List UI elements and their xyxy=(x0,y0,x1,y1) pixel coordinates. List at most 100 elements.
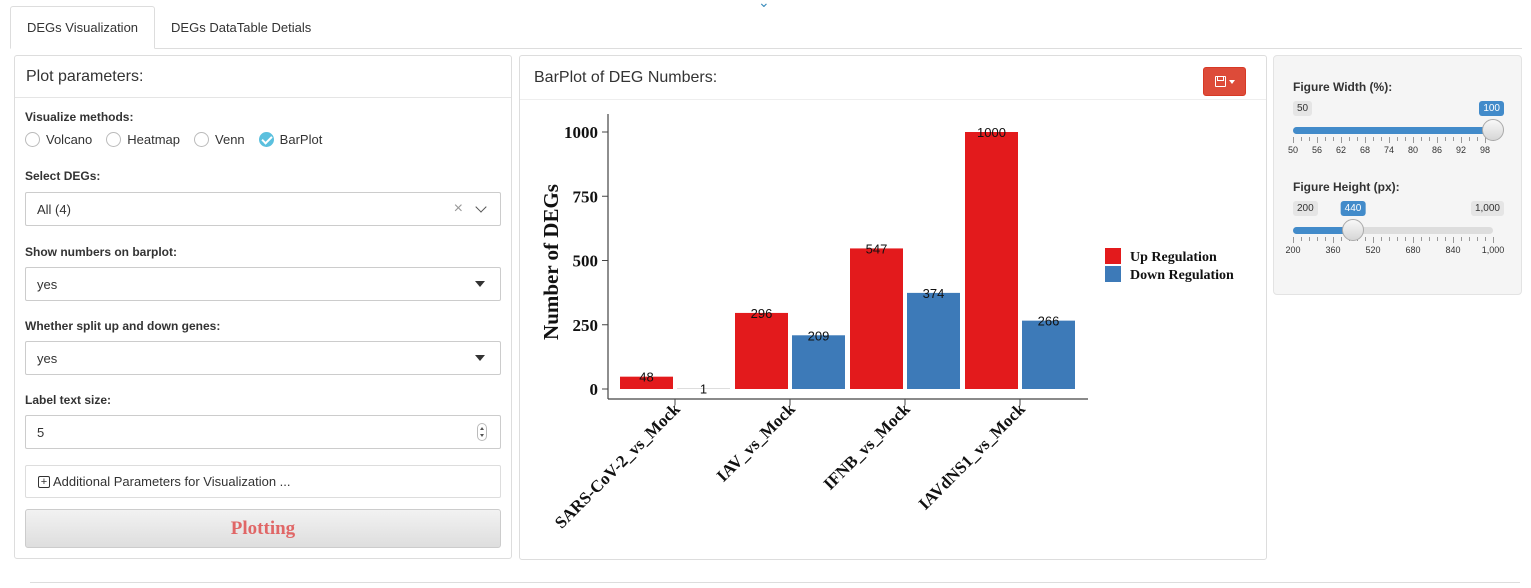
slider-handle[interactable] xyxy=(1482,119,1504,141)
slider-ticks xyxy=(1293,137,1494,143)
slider-tick xyxy=(1445,137,1446,141)
slider-tick xyxy=(1453,137,1454,141)
label-text-size-label: Label text size: xyxy=(25,393,112,407)
x-tick-label: SARS-CoV-2_vs_Mock xyxy=(551,399,684,532)
radio-circle[interactable] xyxy=(194,132,210,147)
slider-tick-label: 50 xyxy=(1287,145,1299,155)
chevron-down-icon[interactable] xyxy=(475,201,487,213)
x-tick-label: IAV_vs_Mock xyxy=(713,399,799,485)
y-axis-label: Number of DEGs xyxy=(539,184,563,340)
caret-down-icon xyxy=(475,281,485,287)
save-plot-button[interactable] xyxy=(1203,67,1246,96)
label-text-size-value: 5 xyxy=(37,424,45,440)
radio-circle[interactable] xyxy=(106,132,122,147)
figure-width-label: Figure Width (%): xyxy=(1293,80,1393,94)
slider-tick-label: 200 xyxy=(1285,245,1301,255)
slider-tick-label: 62 xyxy=(1335,145,1347,155)
figure-height-slider[interactable]: 200 1,000 440 200 360 520 680 840 1,000 xyxy=(1285,201,1504,261)
bar-value-label: 296 xyxy=(751,306,773,321)
slider-tick-label: 74 xyxy=(1383,145,1395,155)
bar-down xyxy=(792,335,845,389)
additional-parameters-label: Additional Parameters for Visualization … xyxy=(53,474,291,489)
bar-value-label: 266 xyxy=(1038,314,1060,329)
slider-handle[interactable] xyxy=(1342,219,1364,241)
slider-tick xyxy=(1309,237,1310,241)
barplot-panel: BarPlot of DEG Numbers: 0 250 500 750 1000 Nu… xyxy=(519,55,1267,560)
slider-tick xyxy=(1365,237,1366,241)
label-text-size-input[interactable]: 5 xyxy=(25,415,501,449)
legend-swatch xyxy=(1105,266,1121,282)
x-tick-label: IAVdNS1_vs_Mock xyxy=(915,399,1029,513)
split-genes-select[interactable]: yes xyxy=(25,341,501,375)
slider-tick xyxy=(1293,137,1294,143)
slider-fill xyxy=(1293,127,1493,134)
slider-tick xyxy=(1477,237,1478,241)
visualize-methods-label: Visualize methods: xyxy=(25,110,134,124)
figure-height-label: Figure Height (px): xyxy=(1293,180,1400,194)
plot-parameters-panel: Plot parameters: Visualize methods: Volc… xyxy=(14,55,512,559)
bar-value-label: 1 xyxy=(700,382,707,397)
caret-down-icon xyxy=(1228,79,1235,84)
radio-label: Volcano xyxy=(46,132,93,147)
slider-tick xyxy=(1309,137,1310,141)
slider-max-label: 1,000 xyxy=(1470,201,1504,216)
radio-venn[interactable]: Venn xyxy=(194,132,245,147)
slider-tick xyxy=(1477,137,1478,141)
slider-tick xyxy=(1437,137,1438,143)
split-genes-value: yes xyxy=(37,350,58,366)
slider-tick xyxy=(1485,137,1486,143)
x-tick-label: IFNB_vs_Mock xyxy=(820,399,915,494)
y-tick-label: 750 xyxy=(573,187,599,206)
figure-size-panel: Figure Width (%): 5010010050566268748086… xyxy=(1273,55,1522,295)
slider-tick-label: 56 xyxy=(1311,145,1323,155)
tab-degs-visualization[interactable]: DEGs Visualization xyxy=(10,6,156,49)
slider-min-label: 50 xyxy=(1293,101,1313,116)
bar-value-label: 547 xyxy=(866,241,888,256)
tab-degs-datatable[interactable]: DEGs DataTable Detials xyxy=(171,20,312,35)
show-numbers-value: yes xyxy=(37,276,58,292)
radio-volcano[interactable]: Volcano xyxy=(25,132,92,147)
slider-tick-label: 360 xyxy=(1325,245,1341,255)
slider-tick-label: 68 xyxy=(1359,145,1371,155)
slider-tick xyxy=(1405,237,1406,241)
slider-tick-label: 680 xyxy=(1405,245,1421,255)
slider-tick-labels: 200 360 520 680 840 1,000 xyxy=(1285,245,1504,257)
select-degs-dropdown[interactable]: All (4) × xyxy=(25,192,501,226)
slider-tick xyxy=(1365,137,1366,143)
slider-value-label: 440 xyxy=(1340,201,1366,216)
slider-tick xyxy=(1453,237,1454,243)
radio-heatmap[interactable]: Heatmap xyxy=(106,132,180,147)
floppy-icon xyxy=(1214,76,1226,87)
slider-value-label: 100 xyxy=(1479,101,1504,116)
show-numbers-select[interactable]: yes xyxy=(25,267,501,301)
slider-tick xyxy=(1381,137,1382,141)
bar-up xyxy=(620,376,673,389)
slider-tick xyxy=(1421,137,1422,141)
radio-label: BarPlot xyxy=(279,132,323,147)
slider-tick xyxy=(1301,237,1302,241)
caret-down-icon xyxy=(475,355,485,361)
slider-tick xyxy=(1397,137,1398,141)
radio-circle[interactable] xyxy=(25,132,40,147)
bottom-divider xyxy=(30,582,1520,583)
figure-width-slider[interactable]: 50100100505662687480869298 xyxy=(1288,101,1504,161)
radio-circle-checked[interactable] xyxy=(258,132,274,147)
slider-tick xyxy=(1325,137,1326,141)
barplot-title: BarPlot of DEG Numbers: xyxy=(520,56,1266,100)
slider-tick xyxy=(1445,237,1446,241)
spinner-icon[interactable] xyxy=(477,423,487,441)
slider-tick xyxy=(1429,137,1430,141)
select-degs-value: All (4) xyxy=(37,201,71,217)
slider-tick xyxy=(1333,237,1334,243)
slider-tick xyxy=(1317,237,1318,241)
slider-fill xyxy=(1293,227,1353,234)
slider-tick xyxy=(1421,237,1422,241)
slider-tick xyxy=(1461,237,1462,241)
close-icon[interactable]: × xyxy=(453,200,463,217)
additional-parameters-toggle[interactable]: + Additional Parameters for Visualizatio… xyxy=(25,465,501,498)
y-tick-label: 0 xyxy=(590,380,599,399)
plotting-button[interactable]: Plotting xyxy=(25,509,501,548)
split-genes-label: Whether split up and down genes: xyxy=(25,319,221,333)
radio-barplot[interactable]: BarPlot xyxy=(258,132,323,147)
slider-track[interactable] xyxy=(1293,227,1493,234)
